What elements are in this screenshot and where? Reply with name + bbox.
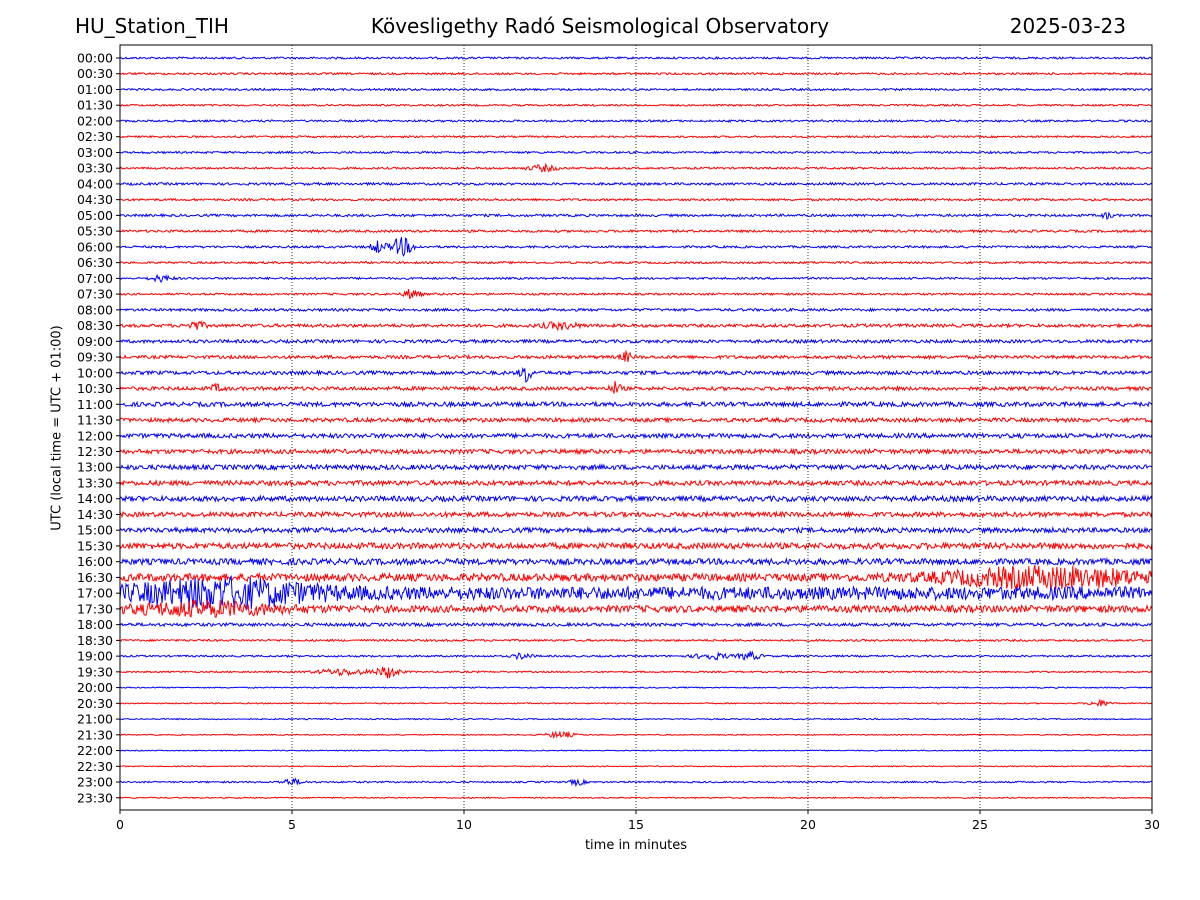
trace-0700 — [119, 273, 1153, 284]
y-tick-label: 13:30 — [77, 475, 113, 490]
trace-2300 — [120, 777, 1153, 788]
trace-0130 — [119, 103, 1153, 108]
y-tick-label: 09:00 — [77, 334, 113, 349]
y-tick-label: 09:30 — [77, 350, 113, 365]
trace-2330 — [119, 796, 1153, 800]
trace-0930 — [119, 350, 1153, 362]
y-tick-label: 11:30 — [77, 413, 113, 428]
chart-title: Kövesligethy Radó Seismological Observat… — [370, 14, 830, 38]
y-tick-label: 22:00 — [77, 743, 113, 758]
chart-date: 2025-03-23 — [1009, 14, 1126, 38]
x-tick-label: 20 — [800, 817, 816, 832]
y-axis-label: UTC (local time = UTC + 01:00) — [49, 325, 65, 531]
trace-1300 — [119, 462, 1153, 472]
trace-0300 — [119, 150, 1153, 155]
y-tick-label: 05:00 — [77, 208, 113, 223]
x-tick-label: 25 — [972, 817, 988, 832]
y-tick-label: 17:00 — [77, 586, 113, 601]
x-tick-label: 15 — [628, 817, 644, 832]
y-tick-label: 12:30 — [77, 444, 113, 459]
y-tick-label: 04:00 — [77, 176, 113, 191]
x-tick-label: 30 — [1144, 817, 1160, 832]
y-tick-label: 03:30 — [77, 161, 113, 176]
trace-1900 — [119, 650, 1153, 661]
y-tick-label: 03:00 — [77, 145, 113, 160]
y-tick-label: 01:30 — [77, 98, 113, 113]
y-tick-label: 00:30 — [77, 66, 113, 81]
y-tick-label: 17:30 — [77, 601, 113, 616]
x-tick-label: 5 — [288, 817, 296, 832]
y-tick-label: 16:00 — [77, 554, 113, 569]
y-tick-label: 06:30 — [77, 255, 113, 270]
y-tick-label: 08:00 — [77, 302, 113, 317]
y-tick-label: 14:30 — [77, 507, 113, 522]
y-tick-label: 22:30 — [77, 759, 113, 774]
trace-1200 — [119, 431, 1153, 440]
trace-0030 — [119, 71, 1153, 76]
y-tick-label: 15:00 — [77, 523, 113, 538]
trace-0430 — [119, 197, 1153, 202]
y-tick-label: 10:30 — [77, 381, 113, 396]
y-tick-label: 01:00 — [77, 82, 113, 97]
y-tick-label: 21:00 — [77, 712, 113, 727]
trace-2030 — [119, 698, 1153, 707]
y-tick-label: 19:00 — [77, 649, 113, 664]
y-tick-label: 13:00 — [77, 460, 113, 475]
trace-0830 — [119, 320, 1153, 332]
y-tick-label: 08:30 — [77, 318, 113, 333]
y-tick-label: 20:30 — [77, 696, 113, 711]
trace-0730 — [119, 289, 1153, 300]
y-tick-label: 12:00 — [77, 428, 113, 443]
y-tick-label: 02:30 — [77, 129, 113, 144]
y-tick-label: 18:00 — [77, 617, 113, 632]
y-tick-label: 23:00 — [77, 775, 113, 790]
x-tick-label: 0 — [116, 817, 124, 832]
trace-0230 — [119, 134, 1153, 139]
y-tick-label: 10:00 — [77, 365, 113, 380]
station-name: HU_Station_TIH — [75, 14, 229, 38]
trace-0500 — [119, 211, 1153, 220]
y-tick-label: 02:00 — [77, 113, 113, 128]
y-tick-label: 07:30 — [77, 287, 113, 302]
trace-0630 — [119, 260, 1153, 265]
y-tick-label: 14:00 — [77, 491, 113, 506]
trace-2100 — [120, 717, 1153, 721]
trace-1830 — [119, 638, 1152, 643]
y-tick-label: 07:00 — [77, 271, 113, 286]
x-tick-label: 10 — [456, 817, 472, 832]
trace-0100 — [119, 87, 1153, 92]
y-tick-label: 16:30 — [77, 570, 113, 585]
y-tick-label: 11:00 — [77, 397, 113, 412]
y-tick-label: 05:30 — [77, 224, 113, 239]
y-tick-label: 20:00 — [77, 680, 113, 695]
y-tick-label: 23:30 — [77, 790, 113, 805]
y-tick-label: 04:30 — [77, 192, 113, 207]
y-tick-label: 00:00 — [77, 51, 113, 66]
trace-1700 — [119, 575, 1153, 610]
y-tick-label: 19:30 — [77, 664, 113, 679]
y-tick-label: 18:30 — [77, 633, 113, 648]
trace-1030 — [119, 381, 1153, 394]
y-tick-label: 06:00 — [77, 239, 113, 254]
y-tick-label: 21:30 — [77, 727, 113, 742]
y-tick-label: 15:30 — [77, 538, 113, 553]
x-axis-label: time in minutes — [584, 838, 688, 853]
